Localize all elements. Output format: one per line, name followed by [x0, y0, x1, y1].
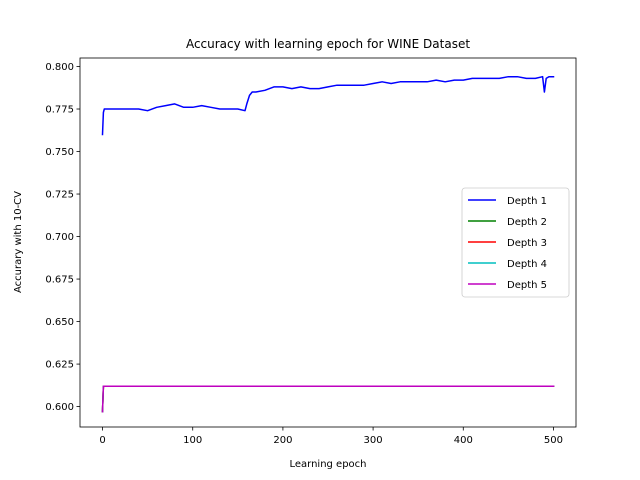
y-tick-label: 0.625 [45, 360, 74, 371]
legend-label-depth-3: Depth 3 [507, 238, 547, 249]
x-tick-label: 300 [364, 435, 383, 446]
y-tick-label: 0.600 [45, 402, 74, 413]
y-axis-title: Accurary with 10-CV [13, 191, 24, 293]
plot-area [79, 57, 577, 428]
chart-title: Accuracy with learning epoch for WINE Da… [186, 37, 470, 51]
x-tick-label: 400 [454, 435, 473, 446]
y-tick-label: 0.650 [45, 317, 74, 328]
x-tick-label: 100 [183, 435, 202, 446]
legend-box [461, 187, 570, 298]
legend-label-depth-5: Depth 5 [507, 280, 547, 291]
x-tick-label: 500 [544, 435, 563, 446]
series-line-depth-1 [101, 75, 555, 136]
x-tick-label: 200 [273, 435, 292, 446]
y-tick-label: 0.725 [45, 190, 74, 201]
legend-label-depth-4: Depth 4 [507, 259, 547, 270]
legend-label-depth-2: Depth 2 [507, 217, 547, 228]
x-tick-label: 0 [99, 435, 105, 446]
plot-frame [79, 57, 577, 428]
y-tick-label: 0.700 [45, 232, 74, 243]
y-tick-label: 0.775 [45, 105, 74, 116]
y-tick-label: 0.675 [45, 275, 74, 286]
y-tick-label: 0.750 [45, 147, 74, 158]
x-axis: 0 100 200 300 400 500 [99, 427, 563, 446]
legend: Depth 1 Depth 2 Depth 3 Depth 4 Depth 5 [461, 187, 570, 298]
series-layer [101, 75, 555, 413]
x-axis-title: Learning epoch [289, 459, 366, 470]
y-tick-label: 0.800 [45, 62, 74, 73]
y-axis: 0.600 0.625 0.650 0.675 0.700 0.725 0.750 0.775… [45, 62, 80, 413]
legend-label-depth-1: Depth 1 [507, 196, 547, 207]
series-line-depth-5 [101, 385, 555, 413]
